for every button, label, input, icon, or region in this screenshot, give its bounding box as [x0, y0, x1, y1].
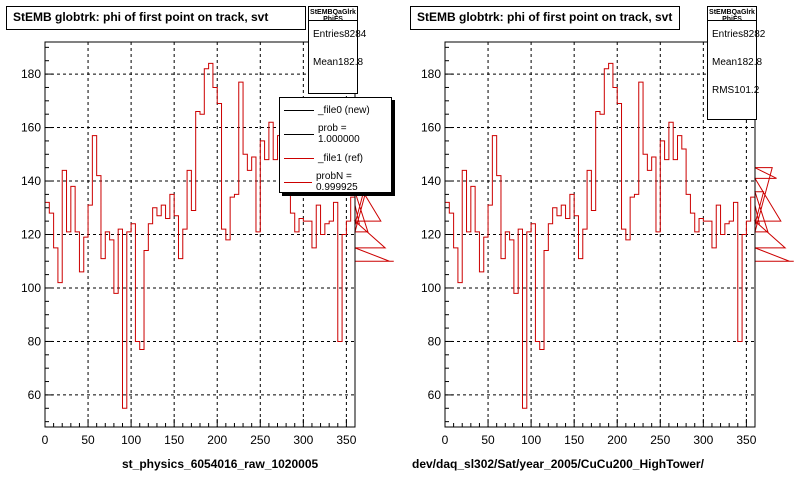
x-tick-label: 150	[164, 433, 184, 447]
legend-swatch	[284, 157, 314, 159]
legend-label: probN = 0.999925	[316, 171, 358, 193]
legend-item: probN = 0.999925	[280, 170, 391, 193]
y-tick-label: 80	[428, 334, 442, 348]
y-tick-label: 100	[21, 281, 41, 295]
legend-box: _file0 (new) prob = 1.000000 _file1 (ref…	[279, 97, 392, 193]
left-stats-label: Entries	[313, 29, 345, 40]
y-tick-label: 160	[21, 121, 41, 135]
y-tick-label: 160	[421, 121, 441, 135]
y-tick-label: 80	[28, 334, 42, 348]
left-stats-value: 182.8	[338, 57, 364, 68]
legend-swatch	[284, 109, 314, 111]
right-title-box: StEMB globtrk: phi of first point on tra…	[410, 6, 680, 30]
right-stats-box: StEMBQaGlrk PhiFS Entries 8282 Mean 182.…	[707, 6, 765, 120]
x-tick-label: 200	[207, 433, 227, 447]
right-stats-value: 182.8	[737, 57, 763, 68]
y-tick-label: 180	[21, 67, 41, 81]
x-tick-label: 350	[736, 433, 756, 447]
x-tick-label: 100	[121, 433, 141, 447]
left-stats-row: Entries 8284	[309, 21, 366, 49]
x-tick-label: 50	[81, 433, 95, 447]
legend-swatch	[284, 181, 312, 183]
x-tick-label: 350	[336, 433, 356, 447]
x-tick-label: 100	[521, 433, 541, 447]
right-stats-row: RMS 101.2	[708, 77, 760, 105]
y-tick-label: 140	[421, 174, 441, 188]
x-tick-label: 0	[442, 433, 449, 447]
histogram-series	[445, 62, 794, 409]
legend-item: prob = 1.000000	[280, 122, 391, 146]
x-tick-label: 250	[250, 433, 270, 447]
left-stats-value: 8284	[344, 29, 367, 40]
y-tick-label: 180	[421, 67, 441, 81]
right-stats-row: Entries 8282	[708, 21, 765, 49]
x-tick-label: 0	[42, 433, 49, 447]
x-tick-label: 300	[693, 433, 713, 447]
legend-label: _file0 (new)	[318, 104, 370, 116]
legend-label: _file1 (ref)	[318, 152, 364, 164]
right-xlabel: dev/daq_sl302/Sat/year_2005/CuCu200_High…	[412, 457, 704, 471]
left-title-box: StEMB globtrk: phi of first point on tra…	[6, 6, 306, 30]
x-tick-label: 250	[650, 433, 670, 447]
right-stats-label: Mean	[712, 57, 738, 68]
left-stats-row: Mean 182.8	[309, 49, 363, 77]
legend-item: _file0 (new)	[280, 98, 391, 122]
x-tick-label: 150	[564, 433, 584, 447]
y-tick-label: 120	[21, 228, 41, 242]
left-stats-label: Mean	[313, 57, 339, 68]
y-tick-label: 100	[421, 281, 441, 295]
x-tick-label: 300	[293, 433, 313, 447]
right-stats-header: StEMBQaGlrk PhiFS	[708, 9, 756, 23]
y-tick-label: 140	[21, 174, 41, 188]
right-stats-label: Entries	[712, 29, 744, 40]
histogram-series	[45, 62, 394, 409]
y-tick-label: 120	[421, 228, 441, 242]
legend-swatch	[284, 133, 314, 135]
right-stats-value: 8282	[743, 29, 766, 40]
x-tick-label: 50	[481, 433, 495, 447]
right-stats-label: RMS	[712, 85, 735, 96]
right-stats-row: Mean 182.8	[708, 49, 762, 77]
left-stats-box: StEMBQaGlrk PhiFS Entries 8284 Mean 182.…	[308, 6, 366, 94]
y-tick-label: 60	[428, 388, 442, 402]
legend-item: _file1 (ref)	[280, 146, 391, 170]
x-tick-label: 200	[607, 433, 627, 447]
left-xlabel: st_physics_6054016_raw_1020005	[122, 457, 319, 471]
left-title: StEMB globtrk: phi of first point on tra…	[13, 10, 269, 24]
right-title: StEMB globtrk: phi of first point on tra…	[417, 10, 673, 24]
legend-label: prob = 1.000000	[317, 123, 360, 145]
y-tick-label: 60	[28, 388, 42, 402]
left-stats-header: StEMBQaGlrk PhiFS	[309, 9, 357, 23]
right-stats-value: 101.2	[734, 85, 760, 96]
